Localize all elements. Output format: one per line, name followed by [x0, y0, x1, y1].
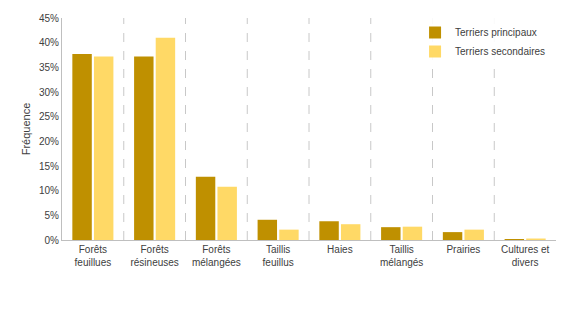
- svg-text:5%: 5%: [45, 210, 60, 221]
- svg-text:Forêtsmélangées: Forêtsmélangées: [192, 244, 241, 268]
- svg-text:Taillismélangés: Taillismélangés: [380, 244, 423, 268]
- svg-text:45%: 45%: [39, 13, 59, 24]
- svg-text:Terriers secondaires: Terriers secondaires: [455, 46, 545, 57]
- svg-text:Prairies: Prairies: [446, 244, 480, 255]
- svg-text:Fréquence: Fréquence: [20, 103, 32, 156]
- svg-text:Forêtsfeuillues: Forêtsfeuillues: [75, 244, 112, 268]
- svg-text:40%: 40%: [39, 37, 59, 48]
- svg-text:Cultures etdivers: Cultures etdivers: [501, 244, 550, 268]
- svg-text:30%: 30%: [39, 87, 59, 98]
- svg-text:Taillisfeuillus: Taillisfeuillus: [263, 244, 294, 268]
- svg-text:25%: 25%: [39, 111, 59, 122]
- svg-text:15%: 15%: [39, 161, 59, 172]
- svg-text:10%: 10%: [39, 185, 59, 196]
- svg-text:35%: 35%: [39, 62, 59, 73]
- svg-text:20%: 20%: [39, 136, 59, 147]
- svg-text:Haies: Haies: [327, 244, 353, 255]
- svg-text:Forêtsrésineuses: Forêtsrésineuses: [130, 244, 178, 268]
- svg-text:Terriers principaux: Terriers principaux: [455, 27, 537, 38]
- svg-text:0%: 0%: [45, 235, 60, 246]
